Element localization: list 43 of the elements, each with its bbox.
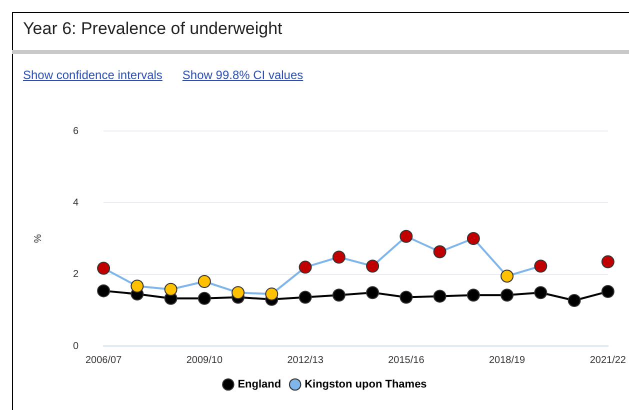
x-tick-label: 2006/07 bbox=[85, 354, 122, 366]
legend-label: Kingston upon Thames bbox=[304, 378, 427, 391]
point bbox=[298, 290, 312, 304]
point bbox=[332, 288, 346, 302]
point bbox=[433, 290, 446, 303]
x-tick-label: 2018/19 bbox=[488, 354, 526, 366]
point bbox=[500, 288, 514, 302]
point bbox=[601, 255, 614, 268]
point bbox=[198, 275, 211, 288]
legend-label: England bbox=[238, 378, 282, 391]
point bbox=[366, 260, 380, 273]
point bbox=[164, 282, 178, 296]
point bbox=[601, 285, 614, 298]
x-tick-label: 2012/13 bbox=[287, 354, 324, 366]
point bbox=[568, 294, 581, 307]
point bbox=[198, 292, 211, 305]
point bbox=[400, 230, 413, 243]
x-tick-label: 2021/22 bbox=[590, 354, 626, 366]
chart-title: Year 6: Prevalence of underweight bbox=[23, 19, 282, 39]
y-tick-label: 2 bbox=[73, 269, 79, 280]
point bbox=[400, 290, 413, 304]
y-tick-label: 4 bbox=[73, 197, 79, 208]
point bbox=[534, 260, 548, 273]
point bbox=[466, 288, 480, 302]
point bbox=[97, 284, 110, 298]
point bbox=[433, 245, 446, 258]
point bbox=[466, 232, 480, 245]
text: Show confidence intervals bbox=[23, 68, 162, 82]
y-axis-title: % bbox=[32, 234, 44, 243]
x-tick-label: 2009/10 bbox=[186, 354, 223, 366]
point bbox=[298, 260, 312, 274]
x-tick-label: 2015/16 bbox=[388, 354, 425, 366]
point bbox=[130, 280, 144, 293]
point bbox=[500, 270, 514, 283]
point bbox=[366, 286, 380, 300]
point bbox=[534, 286, 548, 300]
y-tick-label: 6 bbox=[73, 126, 79, 137]
text: Show 99.8% CI values bbox=[182, 68, 304, 82]
y-tick-label: 0 bbox=[73, 340, 79, 352]
point bbox=[332, 250, 346, 264]
point bbox=[97, 262, 110, 275]
point bbox=[265, 288, 278, 301]
point bbox=[232, 286, 245, 300]
